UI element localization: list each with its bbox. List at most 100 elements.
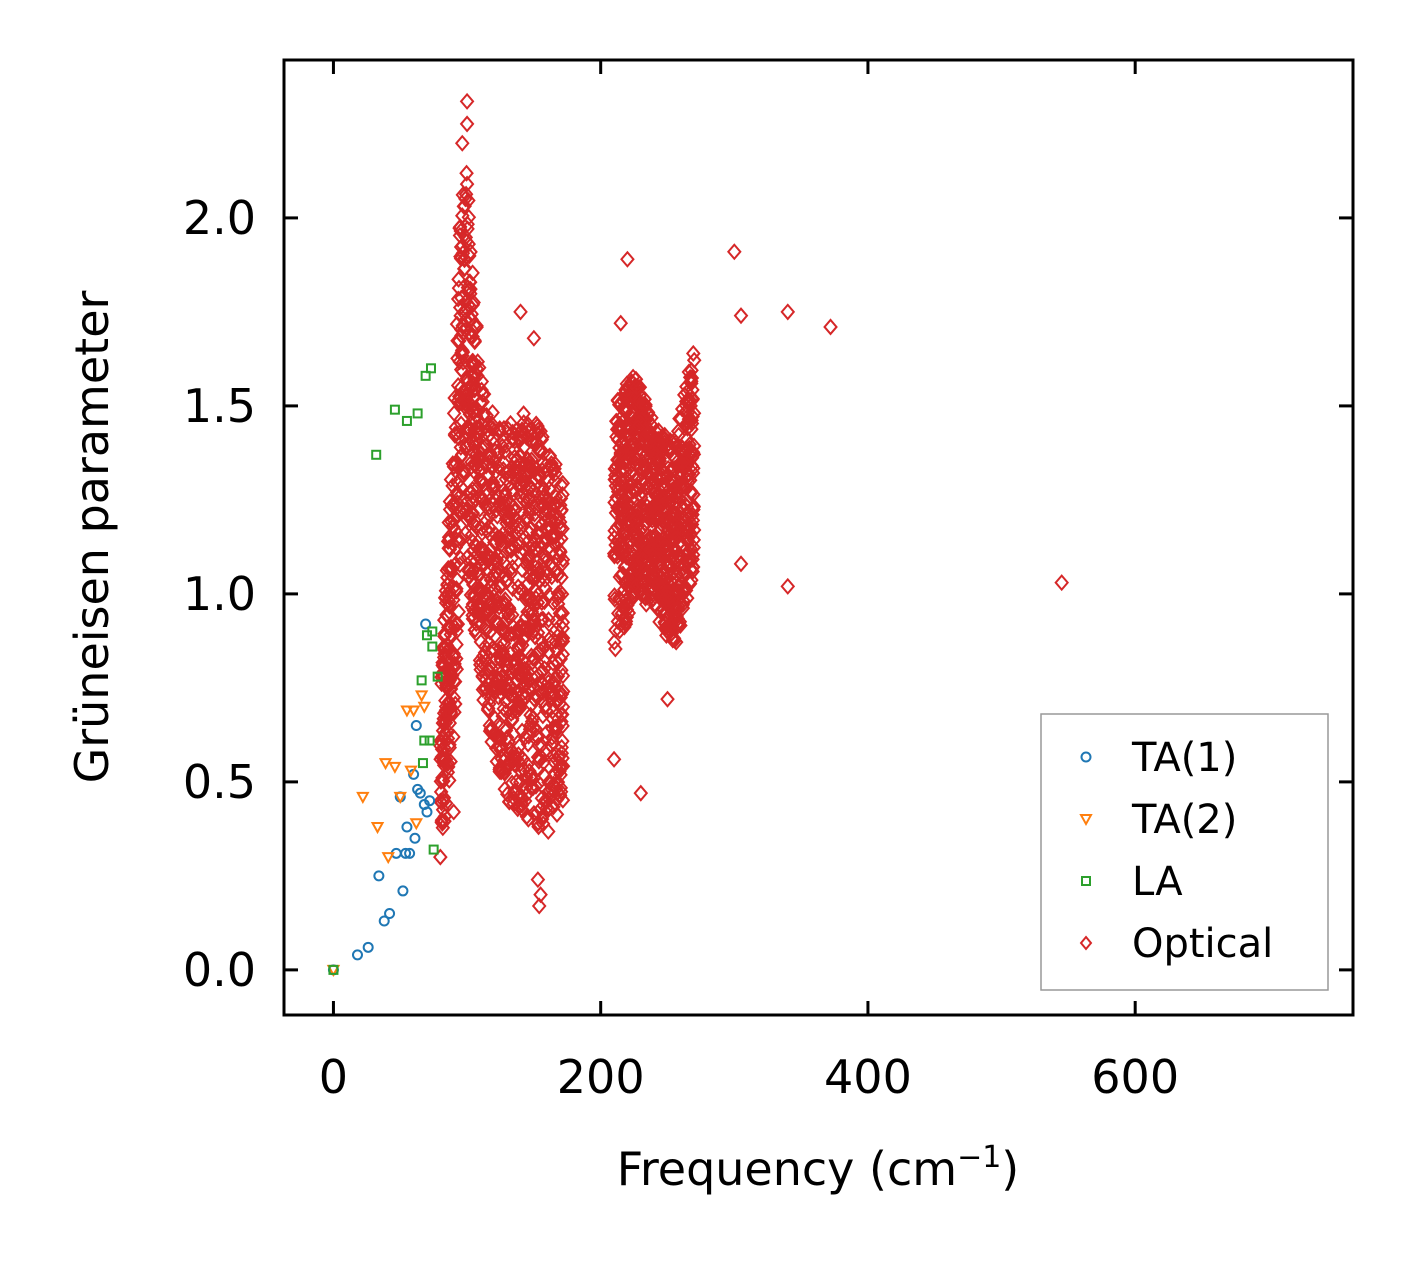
optical-point (555, 732, 570, 750)
optical-point (534, 675, 550, 693)
optical-point (447, 618, 463, 636)
optical-point (449, 531, 464, 549)
optical-point (527, 469, 543, 487)
optical-point (617, 618, 632, 636)
legend-label-ta1: TA(1) (1131, 735, 1237, 781)
optical-point (436, 638, 451, 656)
optical-point (640, 403, 656, 421)
series-ta1 (327, 618, 436, 976)
optical-point (553, 650, 569, 668)
optical-point (531, 818, 546, 836)
optical-point (450, 290, 466, 308)
optical-point (555, 698, 571, 716)
optical-point (467, 410, 482, 428)
optical-point (530, 871, 546, 889)
optical-point (531, 897, 547, 915)
optical-point (468, 615, 484, 633)
legend-label-optical: Optical (1132, 921, 1273, 967)
optical-point (554, 568, 569, 586)
optical-point (509, 684, 524, 702)
optical-point (434, 811, 450, 829)
optical-point (638, 396, 653, 414)
optical-point (504, 662, 519, 681)
plot-area (326, 92, 1070, 977)
optical-point (686, 501, 701, 519)
optical-point (510, 692, 526, 710)
optical-point (674, 400, 690, 418)
optical-point (552, 513, 568, 531)
optical-point (435, 819, 451, 837)
optical-point (500, 682, 515, 700)
optical-point (684, 390, 700, 408)
optical-point (610, 604, 626, 622)
optical-point (459, 164, 474, 182)
optical-point (630, 418, 646, 436)
optical-point (511, 637, 527, 655)
optical-point (523, 432, 539, 450)
ta1-point (401, 821, 413, 833)
optical-point (555, 791, 571, 809)
optical-point (466, 363, 482, 382)
optical-point (482, 453, 497, 471)
optical-point (648, 423, 664, 441)
optical-point (449, 571, 465, 589)
ta1-point (384, 907, 396, 919)
optical-point (532, 469, 548, 487)
optical-point (544, 511, 559, 529)
optical-point (545, 719, 560, 737)
optical-point (654, 475, 670, 493)
optical-point (617, 493, 632, 511)
optical-point (514, 795, 530, 813)
optical-point (458, 503, 473, 521)
series-optical (433, 92, 1070, 915)
optical-point (660, 690, 675, 708)
y-tick-label: 0.5 (183, 755, 256, 809)
legend-label-la: LA (1132, 859, 1183, 905)
optical-point (522, 480, 538, 498)
la-point (427, 626, 438, 637)
la-point (371, 449, 382, 460)
optical-point (449, 580, 464, 598)
optical-point (523, 520, 538, 538)
optical-point (438, 588, 453, 606)
la-point (389, 404, 400, 415)
optical-point (627, 512, 643, 530)
optical-point (521, 727, 537, 745)
optical-point (608, 466, 623, 484)
optical-point (452, 556, 468, 574)
optical-point (485, 403, 500, 422)
optical-point (521, 810, 536, 828)
optical-point (553, 706, 569, 724)
optical-point (626, 433, 642, 451)
optical-point (628, 482, 644, 500)
optical-point (473, 461, 489, 479)
y-tick-label: 1.0 (183, 567, 256, 621)
optical-point (780, 577, 796, 595)
optical-point (504, 549, 520, 567)
optical-point (530, 643, 546, 661)
optical-point (542, 790, 557, 808)
optical-point (448, 418, 464, 436)
optical-point (469, 518, 484, 536)
optical-point (461, 282, 477, 300)
optical-point (482, 498, 498, 517)
la-point (419, 735, 430, 746)
legend: TA(1) TA(2) LA Optical (1040, 713, 1329, 991)
ta1-point (378, 915, 390, 927)
optical-point (505, 749, 521, 767)
optical-point (667, 631, 683, 649)
optical-point (459, 92, 475, 110)
optical-point (485, 477, 501, 495)
optical-point (489, 551, 505, 569)
optical-point (681, 363, 697, 381)
optical-point (449, 483, 465, 502)
optical-point (486, 435, 502, 453)
optical-point (457, 197, 472, 215)
optical-point (685, 408, 700, 426)
optical-point (648, 528, 663, 546)
optical-point (456, 304, 472, 322)
optical-point (613, 445, 629, 463)
legend-marker-la (1081, 876, 1091, 886)
optical-point (493, 634, 509, 652)
optical-point (680, 533, 696, 551)
